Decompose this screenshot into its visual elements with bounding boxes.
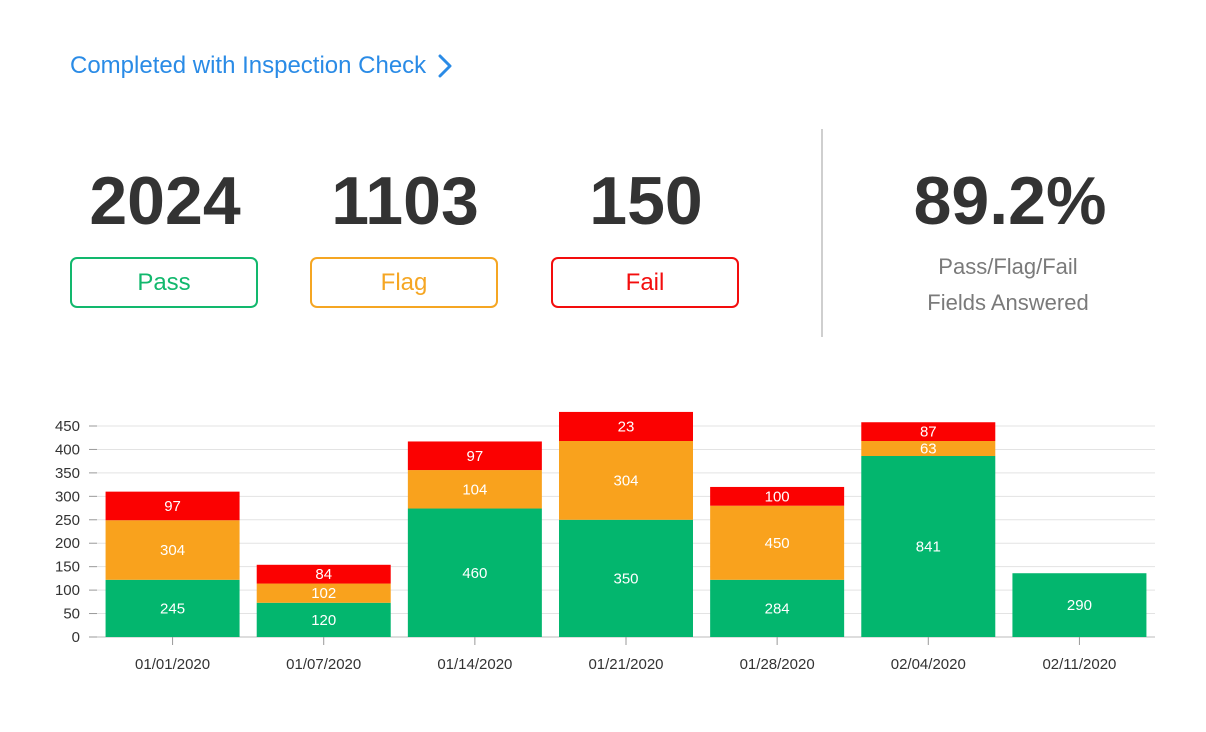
flag-badge[interactable]: Flag (310, 257, 498, 308)
bar-fail (710, 486, 845, 506)
fail-badge[interactable]: Fail (551, 257, 739, 308)
bar-flag (256, 583, 391, 603)
bar-flag (105, 520, 240, 580)
bar-flag (861, 440, 996, 457)
bar-pass (105, 579, 240, 637)
y-tick-label: 250 (55, 512, 80, 529)
pass-badge[interactable]: Pass (70, 257, 258, 308)
x-tick-label: 01/01/2020 (135, 656, 210, 673)
x-tick-label: 01/07/2020 (286, 656, 361, 673)
x-tick-label: 02/11/2020 (1042, 656, 1116, 673)
bar-flag (710, 505, 845, 580)
bar-fail (256, 564, 391, 584)
bar-label-pass: 841 (916, 539, 941, 556)
stacked-bar-chart: 0 50 100 150 200 250 300 350 400 450 245 304 97 01/01… (55, 411, 1155, 673)
bar-label-pass: 245 (160, 600, 185, 617)
bar-label-fail: 23 (618, 418, 635, 435)
x-tick-label: 01/14/2020 (437, 656, 512, 673)
stats-divider (821, 129, 823, 337)
y-tick-label: 100 (55, 582, 80, 599)
bar-label-fail: 97 (467, 448, 484, 465)
bar-label-pass: 284 (765, 600, 790, 617)
y-tick-label: 300 (55, 488, 80, 505)
pass-count-value: 2024 (89, 163, 241, 239)
completion-label-line1: Pass/Flag/Fail (938, 254, 1078, 279)
bar-label-fail: 87 (920, 424, 937, 441)
y-tick-label: 200 (55, 535, 80, 552)
flag-count-value: 1103 (331, 163, 479, 239)
bar-pass (1012, 573, 1147, 637)
flag-count: 1103 (310, 167, 500, 235)
y-tick-label: 450 (55, 418, 80, 435)
bar-pass (407, 508, 542, 637)
bar-label-flag: 63 (920, 441, 937, 458)
bar-pass (861, 456, 996, 637)
fail-count-value: 150 (589, 163, 703, 239)
bar-label-flag: 304 (160, 542, 185, 559)
bar-fail (861, 422, 996, 441)
bar-flag (407, 470, 542, 509)
y-tick-label: 50 (63, 606, 80, 623)
x-tick-label: 01/21/2020 (588, 656, 663, 673)
bar-label-pass: 350 (613, 570, 638, 587)
chevron-right-icon (438, 54, 452, 78)
y-tick-label: 400 (55, 441, 80, 458)
y-tick-label: 150 (55, 559, 80, 576)
bar-label-flag: 304 (613, 472, 638, 489)
bar-pass (710, 579, 845, 637)
bar-label-pass: 120 (311, 612, 336, 629)
bar-label-flag: 104 (462, 481, 487, 498)
y-tick-label: 0 (72, 629, 80, 646)
bar-pass (256, 602, 391, 637)
x-tick-label: 01/28/2020 (740, 656, 815, 673)
bar-label-flag: 450 (765, 535, 790, 552)
flag-badge-label: Flag (380, 268, 428, 296)
inspection-check-link[interactable]: Completed with Inspection Check (70, 52, 452, 80)
bar-fail (559, 411, 693, 441)
inspection-check-link-label: Completed with Inspection Check (70, 52, 427, 79)
bar-label-pass: 460 (462, 565, 487, 582)
bar-label-pass: 290 (1067, 597, 1092, 614)
bar-fail (105, 491, 240, 521)
bar-flag (559, 440, 693, 520)
bar-label-fail: 97 (164, 498, 181, 515)
completion-percent: 89.2% (913, 163, 1107, 239)
bar-fail (407, 441, 542, 471)
bar-label-flag: 102 (311, 585, 336, 602)
bar-pass (559, 519, 693, 637)
completion-label-line2: Fields Answered (927, 290, 1089, 315)
bar-label-fail: 84 (315, 566, 332, 583)
pass-badge-label: Pass (137, 268, 191, 296)
bar-label-fail: 100 (765, 488, 790, 505)
fail-badge-label: Fail (625, 268, 665, 296)
y-tick-label: 350 (55, 465, 80, 482)
pass-count: 2024 (70, 167, 260, 235)
fail-count: 150 (551, 167, 741, 235)
x-tick-label: 02/04/2020 (891, 656, 966, 673)
